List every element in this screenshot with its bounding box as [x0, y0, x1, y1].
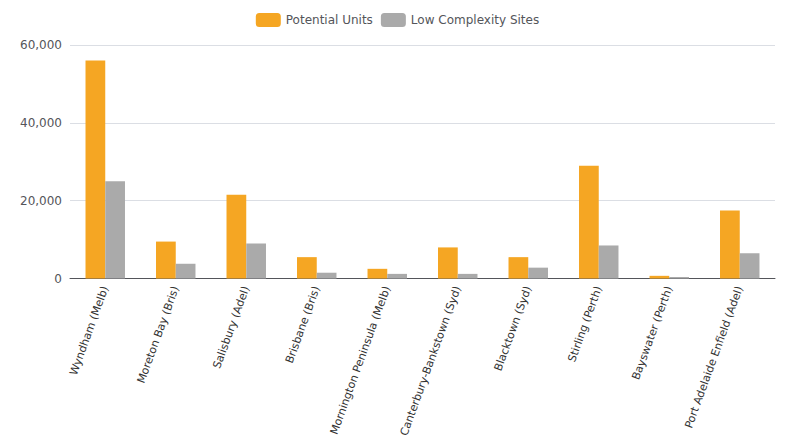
svg-text:Canterbury-Bankstown (Syd): Canterbury-Bankstown (Syd): [398, 284, 464, 437]
svg-text:Blacktown (Syd): Blacktown (Syd): [492, 284, 535, 372]
svg-text:Wyndham (Melb): Wyndham (Melb): [67, 284, 111, 377]
svg-text:Brisbane (Bris): Brisbane (Bris): [283, 284, 323, 365]
svg-text:20,000: 20,000: [20, 194, 62, 208]
svg-text:Mornington Peninsula (Melb): Mornington Peninsula (Melb): [327, 284, 393, 436]
svg-text:Potential Units: Potential Units: [286, 13, 373, 27]
svg-text:Salisbury (Adel): Salisbury (Adel): [210, 284, 252, 370]
svg-text:Moreton Bay (Bris): Moreton Bay (Bris): [135, 284, 182, 385]
svg-text:Bayswater (Perth): Bayswater (Perth): [629, 284, 675, 381]
svg-text:40,000: 40,000: [20, 116, 62, 130]
svg-text:Stirling (Perth): Stirling (Perth): [565, 284, 605, 363]
svg-text:60,000: 60,000: [20, 38, 62, 52]
svg-text:0: 0: [54, 272, 62, 286]
svg-text:Port Adelaide Enfield (Adel): Port Adelaide Enfield (Adel): [682, 284, 746, 430]
svg-text:Low Complexity Sites: Low Complexity Sites: [411, 13, 539, 27]
